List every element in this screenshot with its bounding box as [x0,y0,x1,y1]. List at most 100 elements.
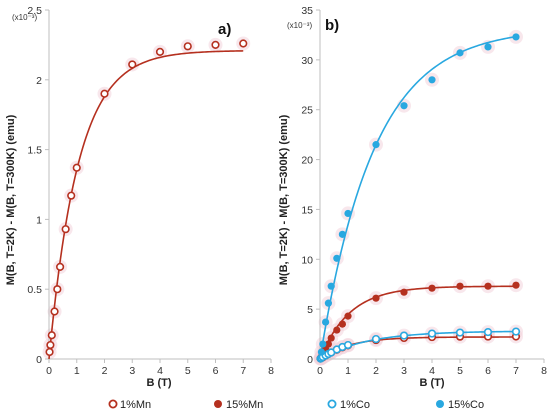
data-point-1pctmn [239,39,248,48]
data-point-15pctco [322,318,330,326]
y-tick-label: 5 [307,304,313,316]
legend-label-15pct-mn: 15%Mn [226,399,263,411]
data-point-1pctmn [155,47,165,56]
x-tick-label: 4 [157,365,163,377]
legend-label-1pct-co: 1%Co [340,399,370,411]
data-point-15pctmn [428,284,436,292]
data-point-1pctmn [45,347,54,357]
fit-curve-15pctco [319,35,517,360]
y-tick-label: 2 [36,75,42,87]
legend-item-1pct-mn: 1%Mn [108,399,151,411]
data-point-15pctco [324,299,332,307]
data-point-1pctco [455,328,465,337]
fit-curve-15pctmn [319,285,517,360]
x-tick-label: 8 [541,365,547,377]
x-tick-label: 3 [129,365,135,377]
panel-b-axes [316,9,545,363]
data-point-15pctco [317,348,325,356]
data-point-15pctmn [344,312,352,320]
panel-b-multiplier: (x10⁻³) [287,21,312,30]
y-tick-label: 30 [301,55,313,67]
x-tick-label: 5 [457,365,463,377]
x-tick-label: 7 [240,365,246,377]
data-point-15pctco [484,43,492,51]
y-tick-label: 35 [301,5,313,17]
panel-b: 0 1 2 3 4 5 6 7 8 0 5 10 15 20 25 30 35 (x10⁻³) b) B (T)… [278,5,547,389]
data-point-15pctco [327,282,335,290]
data-point-1pctco [483,327,493,337]
panel-a-label: a) [218,21,231,38]
data-point-15pctmn [484,282,492,290]
y-tick-label: 0 [307,354,313,366]
x-tick-label: 2 [373,365,379,377]
legend-marker-1pct-co [327,399,337,409]
x-tick-label: 7 [513,365,519,377]
data-point-15pctmn [324,340,332,348]
data-point-1pctmn [211,40,220,50]
legend-marker-15pct-mn [214,400,222,408]
legend-label-1pct-mn: 1%Mn [120,399,151,411]
panel-a-ylabel: M(B, T=2K) - M(B, T=300K) (emu) [5,114,17,285]
x-tick-label: 2 [102,365,108,377]
panel-b-ticklabels: 0 1 2 3 4 5 6 7 8 0 5 10 15 20 25 30 35 [301,5,547,377]
legend-item-15pct-co: 15%Co [436,399,484,411]
y-tick-label: 0 [36,354,42,366]
legend-label-15pct-co: 15%Co [448,399,484,411]
legend-item-15pct-mn: 15%Mn [214,399,263,411]
x-tick-label: 5 [185,365,191,377]
legend-marker-1pct-mn [108,399,118,409]
data-point-15pctco [344,209,352,218]
fit-curve-1pctco [319,330,517,360]
data-point-1pctco [371,334,381,344]
data-point-1pctmn [47,331,56,340]
panel-a-fits [48,50,244,360]
data-point-15pctmn [333,326,341,334]
data-point-15pctco [456,49,464,57]
y-tick-label: 2.5 [27,5,42,17]
data-point-15pctco [512,33,520,41]
y-tick-label: 1 [36,214,42,226]
y-tick-label: 15 [301,204,313,216]
data-point-1pctmn [46,340,55,350]
legend: 1%Mn 15%Mn 1%Co 15%Co [108,399,484,411]
data-point-15pctmn [400,288,408,296]
x-tick-label: 8 [268,365,274,377]
y-tick-label: 20 [301,155,313,167]
data-point-1pctmn [50,307,59,316]
panel-a-xlabel: B (T) [146,377,171,389]
data-point-1pctco [399,331,409,340]
data-point-1pctmn [183,42,192,51]
x-tick-label: 6 [213,365,219,377]
data-point-15pctco [428,76,436,84]
panel-b-label: b) [325,17,339,34]
panel-b-points [316,33,521,363]
x-tick-label: 1 [74,365,80,377]
x-tick-label: 1 [345,365,351,377]
data-point-15pctco [333,254,341,262]
panel-a: 0 1 2 3 4 5 6 7 8 0 0.5 1 1.5 2 2.5 (x10⁻³) a) B (T) M… [5,5,274,389]
panel-b-xlabel: B (T) [419,377,444,389]
fit-curve-1pctmn [48,50,244,360]
data-point-1pctmn [61,225,70,234]
y-tick-label: 25 [301,105,313,117]
x-tick-label: 0 [46,365,52,377]
data-point-1pctmn [67,191,76,200]
data-point-1pctmn [53,285,62,294]
data-point-1pctmn [55,262,65,271]
panel-a-ticklabels: 0 1 2 3 4 5 6 7 8 0 0.5 1 1.5 2 2.5 [27,5,274,377]
x-tick-label: 3 [401,365,407,377]
data-point-15pctmn [456,282,464,290]
legend-item-1pct-co: 1%Co [327,399,370,411]
data-point-1pctco [427,329,437,338]
y-tick-label: 1.5 [27,145,42,157]
data-point-1pctco [343,340,353,350]
data-point-15pctco [338,230,346,238]
data-point-15pctmn [372,294,380,302]
panel-b-ylabel: M(B, T=2K) - M(B, T=300K) (emu) [278,114,290,285]
panel-a-points [45,39,248,357]
legend-marker-15pct-co [436,400,444,408]
data-point-1pctmn [100,89,109,98]
data-point-15pctmn [338,320,346,328]
panel-a-axes [45,9,272,363]
